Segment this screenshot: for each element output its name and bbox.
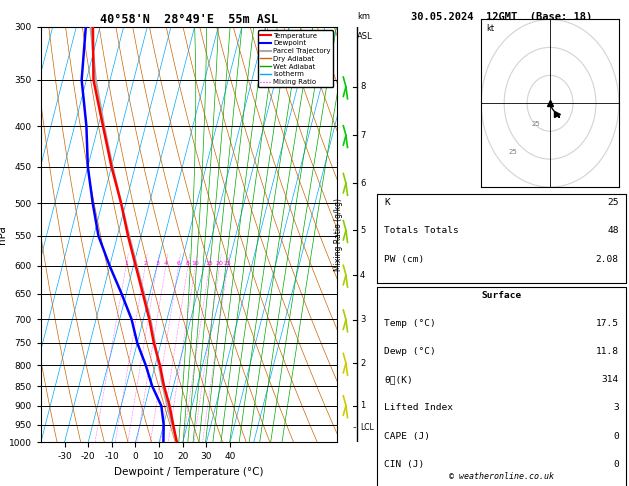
Text: ASL: ASL bbox=[357, 33, 373, 41]
Text: 3: 3 bbox=[360, 315, 365, 324]
Text: 1: 1 bbox=[124, 261, 128, 266]
Text: K: K bbox=[384, 198, 390, 208]
Text: kt: kt bbox=[486, 24, 494, 33]
Title: 40°58'N  28°49'E  55m ASL: 40°58'N 28°49'E 55m ASL bbox=[99, 13, 278, 26]
Text: Totals Totals: Totals Totals bbox=[384, 226, 459, 236]
X-axis label: Dewpoint / Temperature (°C): Dewpoint / Temperature (°C) bbox=[114, 467, 264, 477]
Text: θᴄ(K): θᴄ(K) bbox=[384, 375, 413, 384]
Text: 2: 2 bbox=[360, 359, 365, 367]
Text: 3: 3 bbox=[613, 403, 619, 413]
Y-axis label: hPa: hPa bbox=[0, 225, 8, 244]
Text: © weatheronline.co.uk: © weatheronline.co.uk bbox=[449, 472, 554, 481]
Text: Surface: Surface bbox=[482, 291, 521, 300]
Text: 0: 0 bbox=[613, 432, 619, 441]
Text: 4: 4 bbox=[164, 261, 168, 266]
Text: 25: 25 bbox=[532, 121, 540, 127]
Text: 11.8: 11.8 bbox=[596, 347, 619, 356]
Text: 2: 2 bbox=[143, 261, 147, 266]
Text: km: km bbox=[357, 12, 370, 21]
Text: 4: 4 bbox=[360, 271, 365, 279]
Text: 25: 25 bbox=[608, 198, 619, 208]
Text: Dewp (°C): Dewp (°C) bbox=[384, 347, 436, 356]
Text: 8: 8 bbox=[360, 82, 365, 91]
Text: 6: 6 bbox=[360, 179, 365, 188]
Text: 30.05.2024  12GMT  (Base: 18): 30.05.2024 12GMT (Base: 18) bbox=[411, 12, 593, 22]
Text: 1: 1 bbox=[360, 401, 365, 410]
Text: 2.08: 2.08 bbox=[596, 255, 619, 264]
Text: 20: 20 bbox=[216, 261, 223, 266]
Text: 15: 15 bbox=[206, 261, 213, 266]
Text: 25: 25 bbox=[509, 149, 518, 155]
Text: CAPE (J): CAPE (J) bbox=[384, 432, 430, 441]
Text: 25: 25 bbox=[224, 261, 231, 266]
Legend: Temperature, Dewpoint, Parcel Trajectory, Dry Adiabat, Wet Adiabat, Isotherm, Mi: Temperature, Dewpoint, Parcel Trajectory… bbox=[258, 30, 333, 87]
Text: 6: 6 bbox=[177, 261, 181, 266]
Text: Temp (°C): Temp (°C) bbox=[384, 319, 436, 328]
Text: 8: 8 bbox=[186, 261, 190, 266]
Text: 17.5: 17.5 bbox=[596, 319, 619, 328]
Text: 3: 3 bbox=[155, 261, 159, 266]
Text: PW (cm): PW (cm) bbox=[384, 255, 425, 264]
Text: LCL: LCL bbox=[360, 423, 374, 432]
Text: 0: 0 bbox=[613, 460, 619, 469]
Text: 48: 48 bbox=[608, 226, 619, 236]
Text: Mixing Ratio (g/kg): Mixing Ratio (g/kg) bbox=[334, 198, 343, 271]
Text: Lifted Index: Lifted Index bbox=[384, 403, 454, 413]
Text: 314: 314 bbox=[601, 375, 619, 384]
Text: CIN (J): CIN (J) bbox=[384, 460, 425, 469]
Text: 7: 7 bbox=[360, 131, 365, 140]
Text: 5: 5 bbox=[360, 226, 365, 235]
Text: 10: 10 bbox=[191, 261, 199, 266]
